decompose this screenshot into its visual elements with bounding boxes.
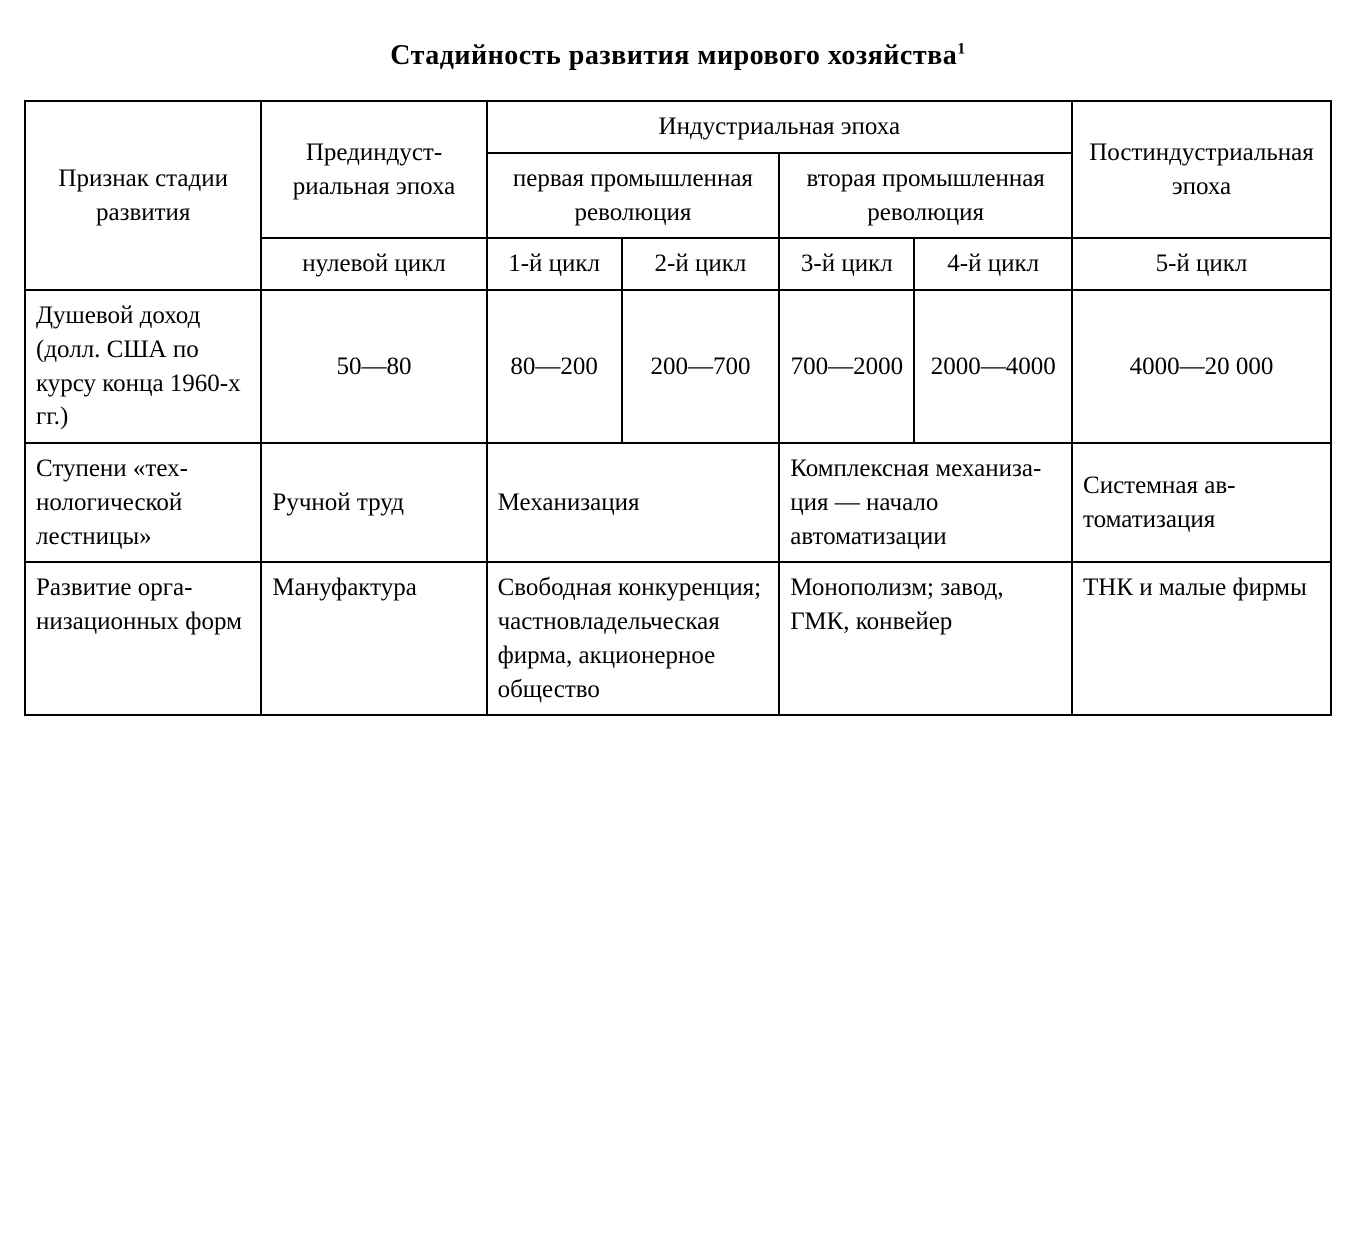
col-cycle5: 5-й цикл [1072,238,1331,290]
col-cycle1: 1-й цикл [487,238,622,290]
col-first-rev: первая промышлен­ная револю­ция [487,153,780,239]
col-cycle2: 2-й цикл [622,238,780,290]
col-postindustrial: Постиндуст­риальная эпоха [1072,101,1331,238]
col-cycle3: 3-й цикл [779,238,914,290]
cell: Комплексная механиза­ция — начало автома… [779,443,1072,562]
page-title: Стадийность развития мирового хозяйства1 [24,40,1332,72]
title-footnote: 1 [957,41,966,58]
cell: Монополизм; завод, ГМК, конвейер [779,562,1072,715]
cell: 80—200 [487,290,622,443]
col-preindustrial: Прединдуст­риальная эпоха [261,101,486,238]
cell: Свободная конкуренция; частновла­дельчес… [487,562,780,715]
cell: Мануфактура [261,562,486,715]
table-row: Душевой доход (долл. США по курсу конца … [25,290,1331,443]
stages-table: Признак стадии развития Прединдуст­риаль… [24,100,1332,716]
title-text: Стадийность развития мирового хозяйства [390,40,957,71]
row-label-income: Душевой доход (долл. США по курсу конца … [25,290,261,443]
table-row: Ступени «тех­нологической лестницы» Ручн… [25,443,1331,562]
table-header-row: Признак стадии развития Прединдуст­риаль… [25,101,1331,153]
col-cycle4: 4-й цикл [914,238,1072,290]
row-label-tech: Ступени «тех­нологической лестницы» [25,443,261,562]
cell: 2000—4000 [914,290,1072,443]
cell: ТНК и малые фирмы [1072,562,1331,715]
table-row: Развитие орга­низационных форм Мануфакту… [25,562,1331,715]
col-second-rev: вторая промышлен­ная револю­ция [779,153,1072,239]
cell: Механизация [487,443,780,562]
cell: Ручной труд [261,443,486,562]
cell: 200—700 [622,290,780,443]
col-feature: Признак стадии развития [25,101,261,290]
cell: Системная ав­томатизация [1072,443,1331,562]
cell: 4000—20 000 [1072,290,1331,443]
cell: 700—2000 [779,290,914,443]
cell: 50—80 [261,290,486,443]
row-label-org: Развитие орга­низационных форм [25,562,261,715]
col-industrial-era: Индустриальная эпоха [487,101,1072,153]
col-cycle0: нулевой цикл [261,238,486,290]
